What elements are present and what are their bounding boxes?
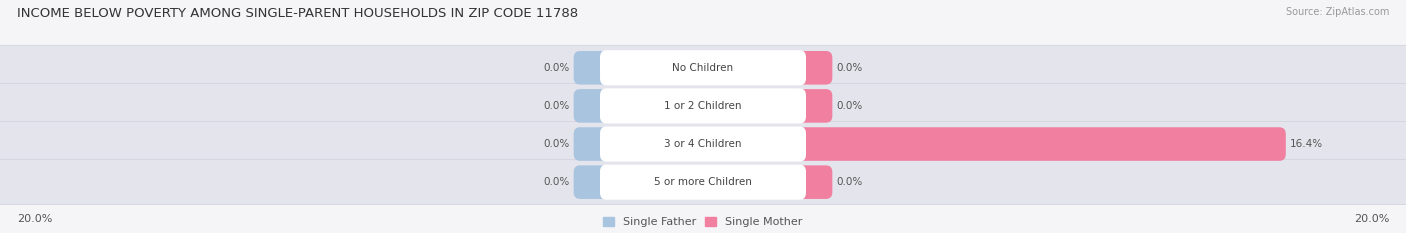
Legend: Single Father, Single Mother: Single Father, Single Mother — [603, 217, 803, 227]
FancyBboxPatch shape — [0, 122, 1406, 167]
Text: 5 or more Children: 5 or more Children — [654, 177, 752, 187]
FancyBboxPatch shape — [600, 165, 806, 200]
Text: 0.0%: 0.0% — [837, 101, 863, 111]
Text: 0.0%: 0.0% — [543, 63, 569, 73]
FancyBboxPatch shape — [0, 160, 1406, 205]
FancyBboxPatch shape — [697, 165, 832, 199]
Text: 0.0%: 0.0% — [543, 177, 569, 187]
FancyBboxPatch shape — [600, 127, 806, 161]
FancyBboxPatch shape — [574, 127, 710, 161]
Text: 20.0%: 20.0% — [17, 214, 52, 224]
Text: 16.4%: 16.4% — [1291, 139, 1323, 149]
Text: No Children: No Children — [672, 63, 734, 73]
FancyBboxPatch shape — [697, 51, 832, 85]
FancyBboxPatch shape — [697, 89, 832, 123]
Text: 0.0%: 0.0% — [837, 177, 863, 187]
FancyBboxPatch shape — [0, 45, 1406, 90]
FancyBboxPatch shape — [0, 83, 1406, 128]
FancyBboxPatch shape — [697, 127, 1285, 161]
Text: 0.0%: 0.0% — [837, 63, 863, 73]
FancyBboxPatch shape — [574, 165, 710, 199]
Text: Source: ZipAtlas.com: Source: ZipAtlas.com — [1285, 7, 1389, 17]
Text: 0.0%: 0.0% — [543, 139, 569, 149]
FancyBboxPatch shape — [600, 88, 806, 123]
Text: 0.0%: 0.0% — [543, 101, 569, 111]
Text: INCOME BELOW POVERTY AMONG SINGLE-PARENT HOUSEHOLDS IN ZIP CODE 11788: INCOME BELOW POVERTY AMONG SINGLE-PARENT… — [17, 7, 578, 20]
FancyBboxPatch shape — [574, 51, 710, 85]
FancyBboxPatch shape — [600, 50, 806, 85]
Text: 1 or 2 Children: 1 or 2 Children — [664, 101, 742, 111]
FancyBboxPatch shape — [574, 89, 710, 123]
Text: 20.0%: 20.0% — [1354, 214, 1389, 224]
Text: 3 or 4 Children: 3 or 4 Children — [664, 139, 742, 149]
